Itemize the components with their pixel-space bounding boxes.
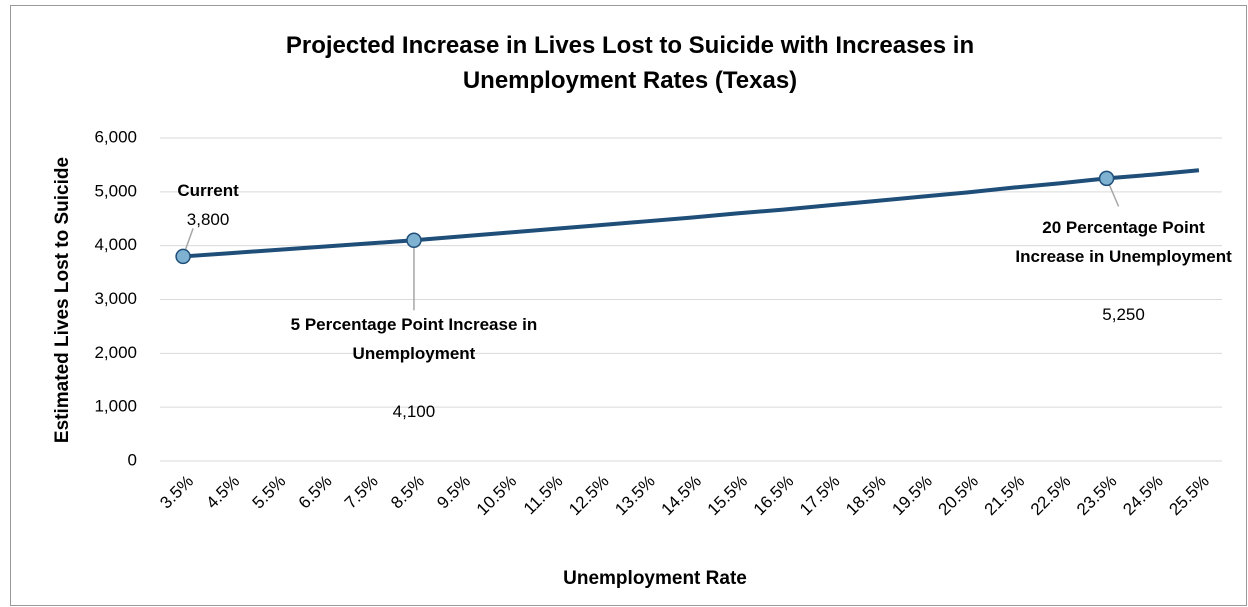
title-box: Projected Increase in Lives Lost to Suic…	[285, 32, 975, 94]
value-label: 5,250	[1102, 305, 1145, 325]
y-tick-label: 4,000	[94, 235, 137, 254]
value-label-box: 4,100	[392, 402, 436, 422]
marker	[406, 232, 422, 249]
point-label: Current	[177, 181, 239, 201]
y-tick-label: 5,000	[94, 181, 137, 200]
marker	[1098, 170, 1115, 187]
point-label: 5 Percentage Point Increase in Unemploym…	[290, 315, 538, 364]
x-axis-label: Unemployment Rate	[563, 568, 747, 589]
point-label-box: 5 Percentage Point Increase in Unemploym…	[290, 315, 538, 364]
y-tick-label: 2,000	[94, 343, 137, 362]
value-label: 3,800	[186, 210, 230, 230]
value-label-box: 3,800	[186, 210, 230, 230]
y-tick-label: 3,000	[94, 289, 137, 308]
y-tick-label: 6,000	[94, 127, 137, 146]
line	[182, 168, 1200, 259]
chart-border	[10, 5, 1247, 606]
y-axis-label: Estimated Lives Lost to Suicide	[52, 157, 73, 443]
point-label-box: Current	[177, 181, 239, 201]
chart-title: Projected Increase in Lives Lost to Suic…	[285, 32, 975, 94]
y-tick-label: 0	[128, 450, 137, 469]
marker	[175, 248, 191, 265]
value-label: 4,100	[392, 402, 436, 422]
value-label-box: 5,250	[1102, 305, 1145, 325]
y-tick-label: 1,000	[94, 397, 137, 416]
point-label: 20 Percentage Point Increase in Unemploy…	[1015, 218, 1232, 267]
point-label-box: 20 Percentage Point Increase in Unemploy…	[1015, 218, 1232, 267]
